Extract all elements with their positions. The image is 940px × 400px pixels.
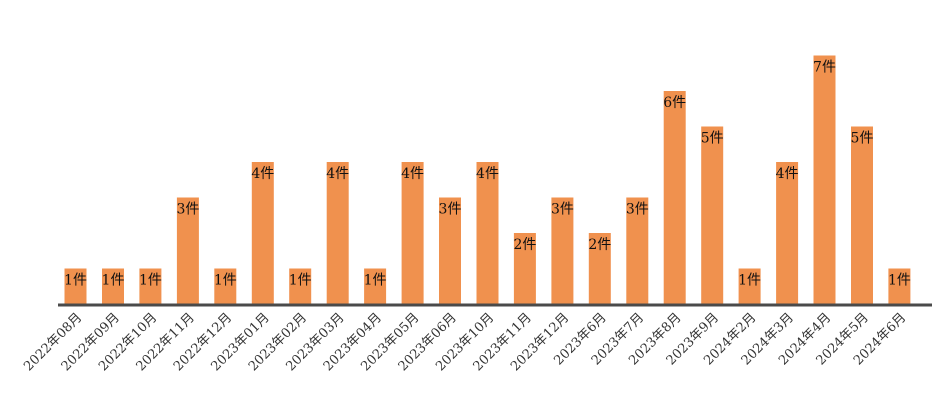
bar-data-label-5: 1件 <box>214 273 237 289</box>
bar-data-label-12: 4件 <box>476 166 499 182</box>
bar-16 <box>626 197 649 304</box>
bar-data-label-16: 3件 <box>626 202 649 218</box>
bar-18 <box>701 126 724 304</box>
bar-14 <box>551 197 574 304</box>
bar-data-label-8: 4件 <box>326 166 349 182</box>
bar-5 <box>214 268 237 304</box>
bar-10 <box>401 162 424 304</box>
bar-data-label-11: 3件 <box>439 202 462 218</box>
bar-data-label-13: 2件 <box>513 237 536 253</box>
bar-19 <box>738 268 761 304</box>
bar-12 <box>476 162 499 304</box>
x-tick-labels-layer: 2022年08月2022年09月2022年10月2022年11月2022年12月… <box>21 310 909 374</box>
bar-11 <box>439 197 461 304</box>
bar-13 <box>513 233 536 304</box>
bar-data-label-4: 3件 <box>176 202 199 218</box>
data-labels-layer: 1件 1件 1件 3件 1件 4件 1件 4件 1件 4件 3件 4件 2件 3件 2件 3件 6件 5件 1件 4件… <box>64 60 911 289</box>
bar-data-label-1: 1件 <box>64 273 87 289</box>
bar-22 <box>851 126 873 304</box>
bar-data-label-17: 6件 <box>663 95 686 111</box>
bar-data-label-18: 5件 <box>701 131 724 147</box>
bars-layer <box>64 55 911 304</box>
bar-2 <box>102 268 124 304</box>
bar-data-label-6: 4件 <box>251 166 274 182</box>
bar-3 <box>139 268 162 304</box>
bar-data-label-2: 1件 <box>102 273 125 289</box>
bar-17 <box>663 91 686 304</box>
bar-21 <box>813 55 836 304</box>
bar-data-label-14: 3件 <box>551 202 574 218</box>
bar-data-label-9: 1件 <box>364 273 387 289</box>
bar-data-label-10: 4件 <box>401 166 424 182</box>
bar-data-label-19: 1件 <box>738 273 761 289</box>
bar-20 <box>776 162 799 304</box>
bar-4 <box>176 197 199 304</box>
bar-9 <box>364 268 387 304</box>
bar-23 <box>888 268 911 304</box>
bar-8 <box>326 162 349 304</box>
bar-data-label-21: 7件 <box>813 60 836 76</box>
bar-data-label-7: 1件 <box>289 273 312 289</box>
bar-data-label-23: 1件 <box>888 273 911 289</box>
bar-data-label-15: 2件 <box>588 237 611 253</box>
bar-data-label-20: 4件 <box>776 166 799 182</box>
bar-data-label-3: 1件 <box>139 273 162 289</box>
bar-7 <box>289 268 312 304</box>
bar-1 <box>64 268 87 304</box>
bar-6 <box>251 162 274 304</box>
bar-15 <box>588 233 611 304</box>
bar-data-label-22: 5件 <box>851 131 874 147</box>
